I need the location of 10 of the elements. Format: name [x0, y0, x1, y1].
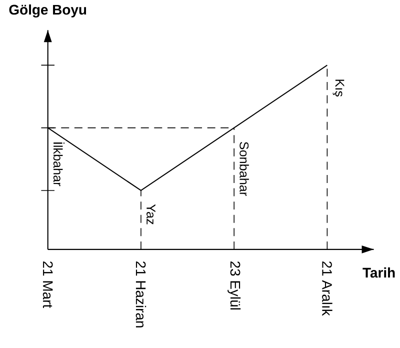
annotation: Sonbahar: [240, 142, 249, 196]
y-axis-title: Gölge Boyu: [9, 4, 86, 18]
x-axis-title: Tarih: [362, 267, 395, 278]
annotation: İlkbahar: [53, 142, 65, 186]
x-tick-label: 21 Mart: [42, 261, 53, 308]
x-tick-label: 21 Aralık: [322, 261, 332, 316]
annotation: Kış: [332, 80, 344, 96]
x-tick-label: 21 Haziran: [136, 261, 146, 328]
x-tick-label: 23 Eylül: [228, 261, 241, 310]
annotation: Yaz: [146, 204, 156, 224]
